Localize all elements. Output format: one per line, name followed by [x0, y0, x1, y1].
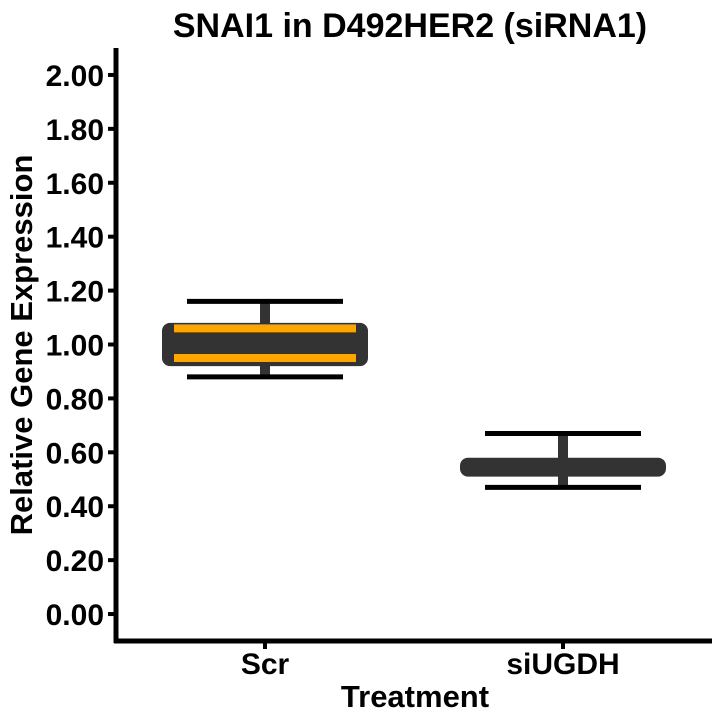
y-axis-title: Relative Gene Expression — [4, 155, 39, 536]
x-tick-label: Scr — [241, 648, 290, 681]
y-tick-label: 1.60 — [46, 168, 104, 201]
y-tick-label: 1.80 — [46, 114, 104, 147]
y-tick-label: 1.00 — [46, 330, 104, 363]
y-tick-label: 0.20 — [46, 545, 104, 578]
y-axis: 0.00 0.20 0.40 0.60 0.80 1.00 1.20 1.40 1.60 1.80… — [46, 48, 119, 643]
box-siugdh — [460, 430, 666, 490]
box-body — [460, 457, 666, 477]
boxes — [162, 298, 666, 490]
chart-title: SNAI1 in D492HER2 (siRNA1) — [173, 7, 647, 45]
x-tick-label: siUGDH — [506, 648, 619, 681]
y-tick-label: 0.40 — [46, 491, 104, 524]
x-axis: Scr siUGDH — [114, 638, 712, 681]
y-tick-label: 0.00 — [46, 599, 104, 632]
x-axis-title: Treatment — [341, 679, 489, 714]
y-tick-label: 2.00 — [46, 60, 104, 93]
y-tick-label: 0.80 — [46, 383, 104, 416]
y-tick-label: 1.40 — [46, 222, 104, 255]
box-scr — [162, 298, 368, 380]
y-tick-label: 0.60 — [46, 437, 104, 470]
y-tick-label: 1.20 — [46, 276, 104, 309]
